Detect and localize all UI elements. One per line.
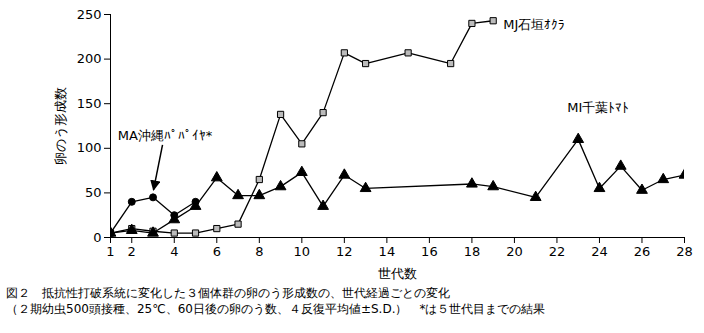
svg-text:6: 6	[213, 244, 221, 259]
svg-text:4: 4	[170, 244, 178, 259]
svg-text:22: 22	[549, 244, 566, 259]
html-text:（２期幼虫500頭接種、25℃、60日後の卵のう数、４反復平: （２期幼虫500頭接種、25℃、60日後の卵のう数、４反復平均値±S.D.） *…	[6, 302, 546, 316]
svg-text:MJ石垣ｵｸﾗ: MJ石垣ｵｸﾗ	[503, 17, 565, 32]
svg-text:26: 26	[634, 244, 651, 259]
svg-text:16: 16	[421, 244, 438, 259]
svg-text:20: 20	[506, 244, 523, 259]
svg-text:2: 2	[128, 244, 136, 259]
svg-text:28: 28	[676, 244, 693, 259]
svg-text:MA沖縄ﾊﾟﾊﾟｲﾔ*: MA沖縄ﾊﾟﾊﾟｲﾔ*	[118, 128, 213, 143]
svg-text:1: 1	[106, 244, 114, 259]
svg-text:14: 14	[379, 244, 396, 259]
svg-text:世代数: 世代数	[378, 266, 417, 281]
svg-text:200: 200	[77, 51, 102, 66]
svg-text:0: 0	[93, 230, 101, 245]
svg-text:卵のう形成数: 卵のう形成数	[53, 87, 68, 165]
svg-text:10: 10	[294, 244, 311, 259]
svg-text:8: 8	[255, 244, 263, 259]
svg-text:150: 150	[77, 96, 102, 111]
svg-text:250: 250	[77, 7, 102, 22]
svg-text:50: 50	[85, 185, 102, 200]
svg-text:MI千葉ﾄﾏﾄ: MI千葉ﾄﾏﾄ	[567, 100, 629, 115]
svg-text:100: 100	[77, 140, 102, 155]
svg-text:24: 24	[591, 244, 608, 259]
svg-text:18: 18	[464, 244, 481, 259]
svg-text:12: 12	[336, 244, 353, 259]
html-text:図２ 抵抗性打破系統に変化した３個体群の卵のう形成数の、世代: 図２ 抵抗性打破系統に変化した３個体群の卵のう形成数の、世代経過ごとの変化	[6, 286, 450, 300]
